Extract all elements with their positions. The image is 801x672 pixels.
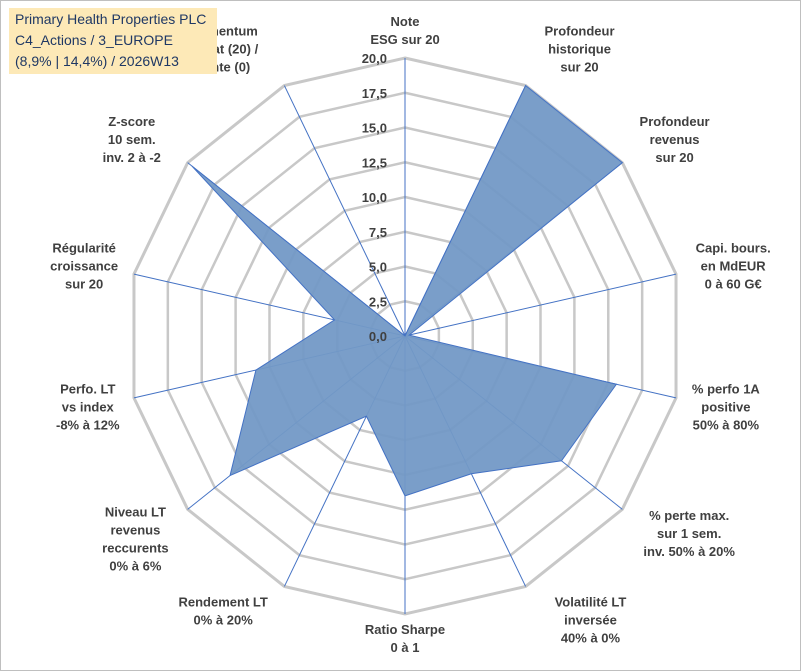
category-label-line: % perfo 1A: [692, 381, 761, 396]
category-label-line: Volatilité LT: [555, 594, 627, 609]
tick-label-4: 10,0: [362, 190, 387, 205]
category-label-line: sur 1 sem.: [657, 526, 721, 541]
category-label-5: % perte max. sur 1 sem. inv. 50% à 20%: [643, 508, 735, 559]
title-category: C4_Actions / 3_EUROPE: [15, 32, 173, 48]
category-label-10: Perfo. LT vs index -8% à 12%: [56, 381, 120, 432]
category-label-line: inv. 50% à 20%: [643, 544, 735, 559]
category-label-line: Profondeur: [640, 114, 710, 129]
title-stats: (8,9% | 14,4%) / 2026W13: [15, 53, 179, 69]
category-label-11: Régularité croissance sur 20: [50, 241, 118, 292]
category-label-6: Volatilité LT inversée 40% à 0%: [555, 594, 627, 645]
category-label-0: Note ESG sur 20: [370, 14, 439, 47]
tick-label-6: 15,0: [362, 121, 387, 136]
tick-label-1: 2,5: [369, 294, 387, 309]
category-label-12: Z-score 10 sem. inv. 2 à -2: [103, 114, 161, 165]
category-label-line: Capi. bours.: [696, 241, 771, 256]
axis-spoke-3: [404, 273, 677, 337]
label-layer: Note ESG sur 20 Profondeur historique sur 20…: [50, 14, 771, 655]
category-label-2: Profondeur revenus sur 20: [640, 114, 710, 165]
category-label-line: 0% à 6%: [109, 558, 161, 573]
category-label-1: Profondeur historique sur 20: [544, 24, 614, 75]
category-label-line: 0 à 1: [391, 640, 420, 655]
category-label-3: Capi. bours. en MdEUR 0 à 60 G€: [696, 241, 771, 292]
category-label-line: sur 20: [560, 60, 598, 75]
data-layer: [191, 84, 624, 497]
category-label-line: reccurents: [102, 540, 168, 555]
tick-label-2: 5,0: [369, 260, 387, 275]
category-label-line: Note: [391, 14, 420, 29]
category-label-line: croissance: [50, 259, 118, 274]
category-label-line: -8% à 12%: [56, 417, 120, 432]
category-label-4: % perfo 1A positive 50% à 80%: [692, 381, 761, 432]
category-label-7: Ratio Sharpe 0 à 1: [365, 622, 445, 655]
category-label-line: 0% à 20%: [194, 612, 254, 627]
category-label-line: ESG sur 20: [370, 32, 439, 47]
category-label-line: 10 sem.: [108, 132, 156, 147]
category-label-line: Profondeur: [544, 24, 614, 39]
category-label-line: % perte max.: [649, 508, 729, 523]
tick-label-3: 7,5: [369, 225, 387, 240]
category-label-line: Perfo. LT: [60, 381, 115, 396]
category-label-line: sur 20: [65, 277, 103, 292]
category-label-line: vs index: [62, 399, 115, 414]
category-label-line: revenus: [650, 132, 700, 147]
category-label-line: revenus: [110, 522, 160, 537]
tick-layer: 0,0 2,5 5,0 7,5 10,0 12,5 15,0 17,5 20,0: [362, 51, 387, 344]
axis-spoke-13: [283, 85, 406, 337]
category-label-line: Ratio Sharpe: [365, 622, 445, 637]
title-company: Primary Health Properties PLC: [15, 11, 207, 27]
category-label-line: historique: [548, 42, 611, 57]
tick-label-5: 12,5: [362, 155, 387, 170]
category-label-line: inversée: [564, 612, 617, 627]
tick-label-7: 17,5: [362, 86, 387, 101]
category-label-line: positive: [701, 399, 750, 414]
tick-label-8: 20,0: [362, 51, 387, 66]
category-label-line: 50% à 80%: [693, 417, 760, 432]
category-label-line: en MdEUR: [701, 259, 767, 274]
category-label-line: Niveau LT: [105, 504, 166, 519]
category-label-9: Niveau LT revenus reccurents 0% à 6%: [102, 504, 168, 573]
category-label-line: Z-score: [108, 114, 155, 129]
category-label-line: sur 20: [655, 150, 693, 165]
tick-label-0: 0,0: [369, 329, 387, 344]
series-area-0: [191, 84, 624, 497]
category-label-line: inv. 2 à -2: [103, 150, 161, 165]
category-label-line: 0 à 60 G€: [705, 277, 762, 292]
chart-title-box: Primary Health Properties PLC C4_Actions…: [9, 8, 217, 74]
category-label-line: Régularité: [52, 241, 116, 256]
category-label-line: 40% à 0%: [561, 630, 621, 645]
category-label-8: Rendement LT 0% à 20%: [179, 594, 268, 627]
category-label-line: Rendement LT: [179, 594, 268, 609]
